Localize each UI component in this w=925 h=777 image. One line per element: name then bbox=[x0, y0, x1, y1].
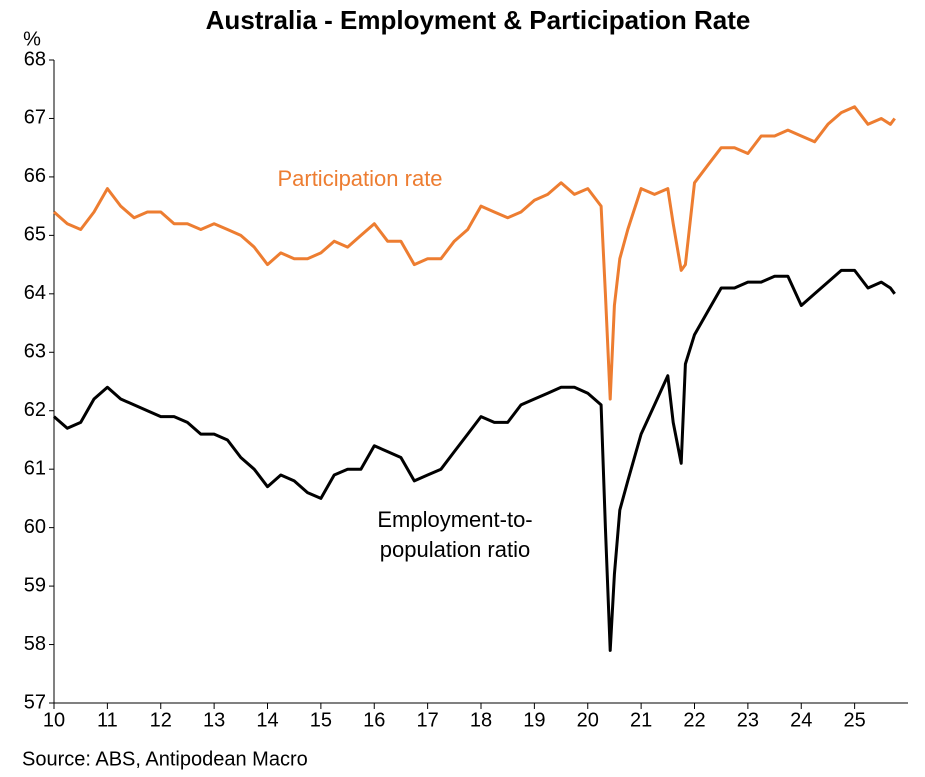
x-tick-label: 22 bbox=[683, 709, 705, 731]
x-tick-label: 11 bbox=[97, 709, 118, 731]
y-tick-label: 60 bbox=[24, 516, 46, 538]
y-tick-label: 68 bbox=[24, 48, 46, 70]
x-tick-label: 14 bbox=[256, 709, 278, 731]
series-line bbox=[53, 105, 896, 401]
x-tick-label: 19 bbox=[523, 709, 545, 731]
x-tick-label: 18 bbox=[470, 709, 492, 731]
series-line bbox=[53, 268, 896, 652]
x-tick-label: 24 bbox=[790, 709, 812, 731]
x-tick-label: 13 bbox=[203, 709, 225, 731]
x-tick-label: 20 bbox=[577, 709, 599, 731]
x-tick-label: 15 bbox=[310, 709, 332, 731]
chart-title: Australia - Employment & Participation R… bbox=[206, 5, 751, 35]
y-tick-label: 63 bbox=[24, 341, 46, 363]
x-tick-label: 17 bbox=[417, 709, 439, 731]
y-tick-label: 57 bbox=[24, 691, 46, 713]
y-axis-label: % bbox=[23, 28, 41, 50]
x-tick-label: 10 bbox=[43, 709, 65, 731]
y-tick-label: 67 bbox=[24, 107, 46, 129]
annotation: population ratio bbox=[380, 537, 530, 562]
source: Source: ABS, Antipodean Macro bbox=[22, 748, 308, 770]
y-tick-label: 64 bbox=[24, 282, 46, 304]
x-tick-label: 16 bbox=[363, 709, 385, 731]
x-tick-label: 25 bbox=[844, 709, 866, 731]
x-tick-label: 21 bbox=[630, 709, 652, 731]
y-tick-label: 58 bbox=[24, 633, 46, 655]
annotation: Employment-to- bbox=[377, 507, 532, 532]
y-tick-label: 61 bbox=[24, 457, 46, 479]
y-tick-label: 66 bbox=[24, 165, 46, 187]
x-tick-label: 23 bbox=[737, 709, 759, 731]
y-tick-label: 62 bbox=[24, 399, 46, 421]
annotation: Participation rate bbox=[277, 166, 442, 191]
y-tick-label: 65 bbox=[24, 224, 46, 246]
y-tick-label: 59 bbox=[24, 574, 46, 596]
x-tick-label: 12 bbox=[150, 709, 172, 731]
